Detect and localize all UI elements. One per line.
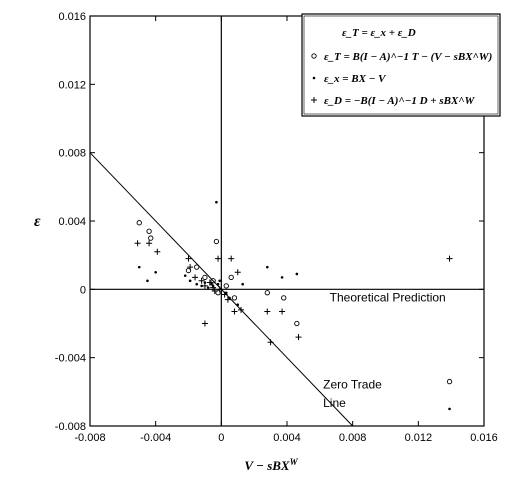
point-circle: [136, 220, 142, 226]
point-plus: [238, 306, 245, 313]
point-plus: [187, 264, 194, 271]
point-plus: [211, 288, 218, 295]
point-circle: [146, 228, 152, 234]
x-tick-label: -0.008: [74, 432, 105, 444]
point-circle: [231, 295, 238, 301]
point-plus: [231, 308, 238, 315]
x-tick-label: 0.004: [273, 432, 301, 444]
point-plus: [185, 255, 192, 262]
legend-entry-total: ε_T = ε_x + ε_D: [342, 27, 416, 39]
point-circle: [185, 267, 192, 274]
point-circle: [148, 235, 154, 241]
point-dot: [218, 279, 221, 283]
point-plus: [267, 339, 274, 346]
point-circle: [215, 290, 221, 296]
point-plus: [154, 248, 161, 255]
point-dot: [188, 279, 192, 283]
legend-entry-dot: ε_x = BX − V: [312, 73, 387, 85]
x-tick-label: 0: [218, 432, 224, 444]
point-circle: [202, 274, 208, 281]
point-circle: [446, 378, 453, 385]
point-plus: [198, 277, 205, 284]
point-plus: [295, 334, 302, 341]
point-circle: [213, 238, 220, 245]
point-plus: [234, 269, 241, 276]
point-plus: [192, 274, 199, 281]
annotation-line: Line: [323, 396, 346, 410]
point-circle: [223, 283, 229, 289]
point-dot: [154, 270, 157, 274]
legend-marker-plus: [311, 97, 317, 103]
point-plus: [221, 291, 228, 298]
legend-text-dot: ε_x = BX − V: [324, 73, 387, 85]
legend-text-plus: ε_D = −B(I − A)^−1 D + sBX^W: [324, 95, 476, 107]
point-plus: [264, 308, 271, 315]
x-tick-label: 0.016: [470, 432, 498, 444]
point-dot: [206, 286, 210, 289]
point-circle: [281, 295, 287, 301]
y-tick-label: 0.008: [58, 148, 86, 160]
point-circle: [228, 274, 234, 281]
point-dot: [241, 282, 244, 286]
legend-inner-box: [303, 15, 499, 115]
y-tick-label: 0.004: [58, 216, 86, 228]
point-dot: [210, 282, 213, 286]
legend-entry-plus: ε_D = −B(I − A)^−1 D + sBX^W: [311, 95, 476, 107]
point-circle: [294, 320, 300, 327]
point-plus: [134, 240, 141, 247]
point-dot: [137, 265, 141, 269]
point-dot: [200, 284, 203, 288]
point-dot: [195, 282, 199, 286]
point-dot: [236, 303, 240, 307]
data-points: [134, 200, 453, 411]
legend: ε_T = ε_x + ε_D ε_T = B(I − A)^−1 T − (V…: [301, 13, 501, 117]
x-tick-label: 0.012: [405, 432, 433, 444]
point-plus: [206, 279, 213, 286]
point-plus: [279, 308, 286, 315]
point-circle: [194, 264, 200, 270]
y-axis-label: ε: [34, 213, 41, 230]
point-plus: [210, 284, 217, 291]
point-dot: [228, 296, 231, 300]
point-dot: [215, 200, 218, 204]
point-dot: [266, 265, 269, 269]
point-circle: [264, 290, 270, 296]
point-plus: [228, 255, 235, 262]
annotation-zero-trade: Zero Trade: [323, 377, 382, 391]
point-plus: [201, 320, 208, 327]
point-dot: [224, 291, 228, 295]
point-dot: [448, 407, 451, 411]
legend-text-circle: ε_T = B(I − A)^−1 T − (V − sBX^W): [324, 51, 492, 63]
point-plus: [224, 296, 231, 303]
point-plus: [215, 255, 222, 262]
point-dot: [203, 281, 207, 284]
legend-entry-circle: ε_T = B(I − A)^−1 T − (V − sBX^W): [311, 51, 492, 63]
y-tick-label: 0.012: [58, 79, 86, 91]
point-dot: [183, 274, 187, 277]
x-tick-label: -0.004: [140, 432, 171, 444]
point-plus: [216, 286, 223, 293]
annotations: Theoretical Prediction Zero Trade Line: [323, 290, 446, 410]
legend-marker-circle: [311, 53, 317, 59]
y-tick-label: 0.016: [58, 11, 86, 23]
point-dot: [280, 276, 284, 279]
legend-marker-dot: [312, 76, 316, 80]
point-dot: [295, 272, 299, 276]
x-tick-label: 0.008: [339, 432, 367, 444]
x-axis-label: V − sBXW: [244, 457, 298, 473]
point-dot: [216, 282, 220, 286]
point-plus: [446, 255, 453, 262]
y-tick-label: -0.008: [55, 421, 86, 433]
point-plus: [201, 282, 208, 289]
point-plus: [146, 240, 153, 247]
point-dot: [146, 279, 149, 283]
y-tick-label: 0: [80, 284, 86, 296]
legend-box: [301, 13, 501, 117]
point-circle: [210, 278, 216, 284]
y-tick-label: -0.004: [55, 353, 86, 365]
annotation-theoretical-prediction: Theoretical Prediction: [330, 290, 446, 304]
